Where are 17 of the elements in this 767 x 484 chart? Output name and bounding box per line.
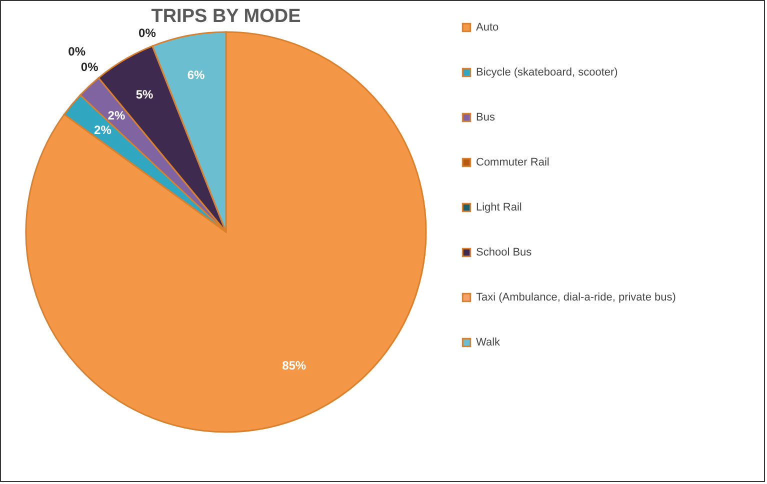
legend-label: Auto	[476, 22, 499, 34]
text: 0%	[138, 26, 156, 40]
legend-label: Walk	[476, 336, 501, 348]
legend-label: School Bus	[476, 246, 532, 258]
data-label: 85%	[282, 358, 306, 373]
legend-label: Commuter Rail	[476, 156, 550, 168]
legend-label: Bicycle (skateboard, scooter)	[476, 66, 618, 78]
text: 0%	[68, 44, 86, 59]
legend-label: Bus	[476, 112, 496, 124]
data-label: 2%	[94, 123, 112, 138]
data-label: 2%	[108, 108, 126, 122]
text: 0%	[80, 60, 98, 74]
data-label: 6%	[187, 68, 206, 82]
legend-label: Light Rail	[476, 202, 522, 214]
legend-label: Taxi (Ambulance, dial-a-ride, private bus)	[476, 292, 676, 304]
data-label: 5%	[136, 87, 154, 102]
chart-title: TRIPS BY MODE	[151, 6, 301, 27]
